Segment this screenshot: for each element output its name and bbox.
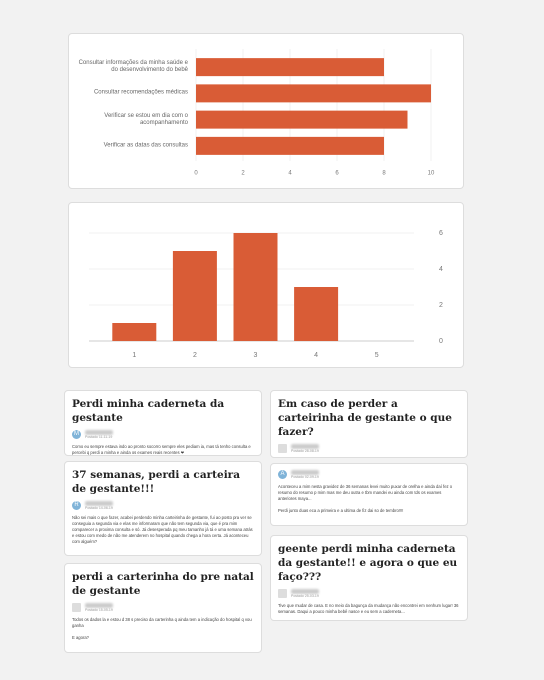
author: Postado 14-06-19 xyxy=(85,501,113,510)
bar xyxy=(172,251,217,341)
x-tick-label: 3 xyxy=(254,352,258,359)
y-tick-label: Consultar informações da minha saúde e d… xyxy=(78,60,188,74)
bar xyxy=(196,110,408,129)
post-body: Tive que mudar de casa. E no meio da bag… xyxy=(278,603,459,614)
post-body: Como eu sempre estava indo ao pronto soc… xyxy=(72,444,251,455)
post-date: Postado 14-06-19 xyxy=(85,506,113,510)
post-meta: A Postado 02-09-19 xyxy=(278,470,460,479)
chart-card: 0 2 4 6 1 2 3 4 5 xyxy=(68,202,464,368)
author: Postado 02-09-19 xyxy=(291,470,319,479)
y-tick-label: 6 xyxy=(439,230,443,237)
post-date: Postado 02-09-19 xyxy=(291,475,319,479)
y-tick-label: 2 xyxy=(439,302,443,309)
post-body: Aconteceu a mim nesta gravidez de 36 sem… xyxy=(278,484,453,501)
bar xyxy=(196,136,384,155)
post-card: perdi a carterinha do pre natal de gesta… xyxy=(64,563,262,653)
bar xyxy=(233,233,278,341)
post-meta: Postado 28-08-19 xyxy=(278,444,460,453)
post-title: perdi a carterinha do pre natal de gesta… xyxy=(72,571,254,597)
avatar: R xyxy=(72,501,81,510)
author: Postado 11-11-19 xyxy=(85,430,113,439)
post-meta: R Postado 14-06-19 xyxy=(72,501,254,510)
x-tick-label: 2 xyxy=(193,352,197,359)
x-tick-label: 10 xyxy=(428,171,435,177)
x-tick-label: 2 xyxy=(241,171,245,177)
post-title: Perdi minha caderneta da gestante xyxy=(72,398,225,424)
post-card: Perdi minha caderneta da gestante M Postad… xyxy=(64,390,262,456)
bar xyxy=(196,84,431,103)
y-tick-label: 0 xyxy=(439,338,443,345)
post-body: Perdi junto duas eca a primeira e a ulti… xyxy=(278,508,404,513)
post-meta: M Postado 11-11-19 xyxy=(72,430,254,439)
x-tick-label: 4 xyxy=(288,171,292,177)
post-body: Não sei mais o que fazer, acabei perdend… xyxy=(72,515,253,544)
post-date: Postado 15-05-19 xyxy=(85,608,113,612)
bar xyxy=(112,323,157,341)
avatar: M xyxy=(72,430,81,439)
x-tick-label: 0 xyxy=(194,171,198,177)
chart-card: 0 2 4 6 8 10 Consultar informações da minha sa… xyxy=(68,33,464,189)
post-body: Todos os dados la e estou d 38 s preciso… xyxy=(72,617,252,628)
author: Postado 28-08-19 xyxy=(291,444,319,453)
chart: 0 2 4 6 1 2 3 4 5 xyxy=(89,230,443,359)
x-tick-label: 6 xyxy=(335,171,339,177)
y-tick-label: Verificar se estou em dia com o acompanh… xyxy=(104,112,188,126)
author: Postado 25-03-19 xyxy=(291,589,319,598)
y-tick-label: Consultar recomendações médicas xyxy=(93,89,188,96)
chart: 0 2 4 6 8 10 xyxy=(194,49,435,177)
avatar xyxy=(72,603,81,612)
post-title: 37 semanas, perdi a carteira de gestante… xyxy=(72,469,241,495)
author-name-blur xyxy=(85,603,113,608)
x-tick-label: 4 xyxy=(314,352,318,359)
author-name-blur xyxy=(85,430,113,435)
post-meta: Postado 25-03-19 xyxy=(278,589,460,598)
post-meta: Postado 15-05-19 xyxy=(72,603,254,612)
post-card: Em caso de perder a carteirinha de gesta… xyxy=(270,390,468,458)
y-tick-label: 4 xyxy=(439,266,443,273)
author-name-blur xyxy=(85,501,113,506)
post-date: Postado 28-08-19 xyxy=(291,449,319,453)
x-tick-label: 5 xyxy=(375,352,379,359)
post-card: A Postado 02-09-19 Aconteceu a mim nesta g… xyxy=(270,463,468,526)
author-name-blur xyxy=(291,470,319,475)
bar xyxy=(196,58,384,77)
post-date: Postado 11-11-19 xyxy=(85,435,113,439)
post-date: Postado 25-03-19 xyxy=(291,594,319,598)
avatar xyxy=(278,444,287,453)
author-name-blur xyxy=(291,589,319,594)
x-tick-label: 8 xyxy=(382,171,386,177)
avatar: A xyxy=(278,470,287,479)
avatar xyxy=(278,589,287,598)
post-title: geente perdi minha caderneta da gestante… xyxy=(278,543,458,583)
author-name-blur xyxy=(291,444,319,449)
post-card: geente perdi minha caderneta da gestante… xyxy=(270,535,468,621)
y-tick-label: Verificar as datas das consultas xyxy=(103,142,188,149)
post-title: Em caso de perder a carteirinha de gesta… xyxy=(278,398,452,438)
post-card: 37 semanas, perdi a carteira de gestante… xyxy=(64,461,262,556)
x-tick-label: 1 xyxy=(132,352,136,359)
bar xyxy=(294,287,339,341)
author: Postado 15-05-19 xyxy=(85,603,113,612)
post-body: E agora? xyxy=(72,635,89,640)
